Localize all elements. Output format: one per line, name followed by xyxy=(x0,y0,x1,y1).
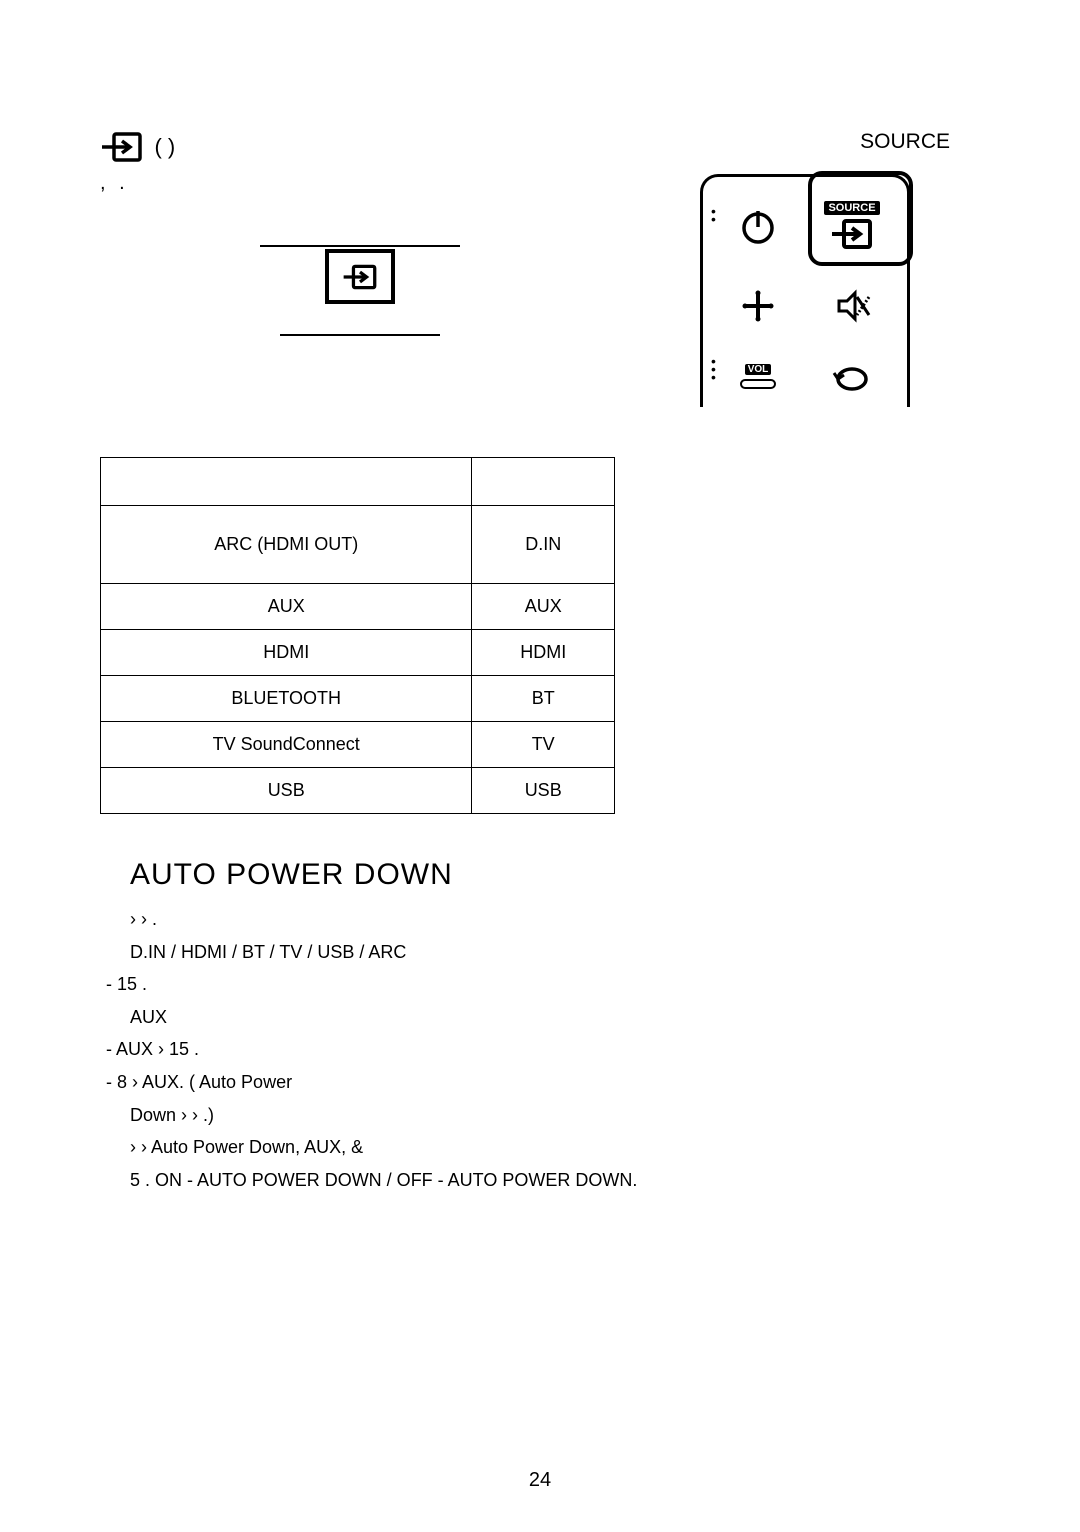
apd-line: - 15 . xyxy=(106,969,980,1000)
apd-line: - 8 › AUX. ( Auto Power xyxy=(106,1067,980,1098)
device-bottom-line xyxy=(280,334,440,336)
source-icon xyxy=(342,263,378,291)
table-cell: USB xyxy=(101,768,472,814)
table-cell: AUX xyxy=(472,584,615,630)
source-badge: SOURCE xyxy=(824,201,879,215)
raised-dots-icon: ••• xyxy=(711,357,716,381)
device-source-button xyxy=(325,249,395,304)
left-text-block: ( ) , . xyxy=(100,130,460,336)
volume-up-button xyxy=(717,271,799,341)
table-cell: D.IN xyxy=(472,506,615,584)
top-row: ( ) , . SOURCE xyxy=(100,130,980,407)
vol-bar-icon xyxy=(740,379,776,389)
raised-dots-icon: •• xyxy=(711,207,716,223)
power-icon xyxy=(737,205,779,247)
apd-line: › › . xyxy=(130,904,980,935)
subtext: , . xyxy=(100,172,460,195)
table-cell: HDMI xyxy=(101,630,472,676)
apd-line: AUX xyxy=(130,1002,980,1033)
remote-body: •• SOURCE xyxy=(700,174,910,407)
table-cell: AUX xyxy=(101,584,472,630)
table-row: ARC (HDMI OUT) D.IN xyxy=(101,506,615,584)
source-icon xyxy=(830,217,874,251)
table-cell: TV SoundConnect xyxy=(101,722,472,768)
table-cell: ARC (HDMI OUT) xyxy=(101,506,472,584)
remote-diagram: •• SOURCE xyxy=(700,174,910,407)
table-cell: HDMI xyxy=(472,630,615,676)
manual-page: ( ) , . SOURCE xyxy=(0,0,1080,1532)
repeat-button xyxy=(811,351,893,401)
power-button: •• xyxy=(717,191,799,261)
apd-line: - AUX › 15 . xyxy=(106,1034,980,1065)
apd-line: › › Auto Power Down, AUX, & xyxy=(130,1132,980,1163)
page-number: 24 xyxy=(0,1469,1080,1492)
source-button: SOURCE xyxy=(811,191,893,261)
device-diagram xyxy=(260,245,460,336)
device-top-line xyxy=(260,245,460,247)
volume-label: ••• VOL xyxy=(717,351,799,401)
vol-badge: VOL xyxy=(745,364,772,375)
source-label: SOURCE xyxy=(660,130,950,154)
source-icon xyxy=(100,130,144,164)
table-row: TV SoundConnect TV xyxy=(101,722,615,768)
mute-button xyxy=(811,271,893,341)
table-header-right xyxy=(472,458,615,506)
table-cell: TV xyxy=(472,722,615,768)
mute-icon xyxy=(831,285,873,327)
paren-text: ( ) xyxy=(154,134,175,160)
table-header-left xyxy=(101,458,472,506)
table-row: HDMI HDMI xyxy=(101,630,615,676)
table-row: USB USB xyxy=(101,768,615,814)
input-mode-table: ARC (HDMI OUT) D.IN AUX AUX HDMI HDMI BL… xyxy=(100,457,615,814)
right-remote-block: SOURCE •• SOURCE xyxy=(660,130,980,407)
plus-icon xyxy=(737,285,779,327)
auto-power-down-body: › › . D.IN / HDMI / BT / TV / USB / ARC … xyxy=(100,904,980,1195)
table-cell: BT xyxy=(472,676,615,722)
table-row: AUX AUX xyxy=(101,584,615,630)
table-cell: BLUETOOTH xyxy=(101,676,472,722)
table-cell: USB xyxy=(472,768,615,814)
apd-line: D.IN / HDMI / BT / TV / USB / ARC xyxy=(130,937,980,968)
apd-line: Down › › .) xyxy=(130,1100,980,1131)
repeat-icon xyxy=(830,359,874,393)
auto-power-down-title: AUTO POWER DOWN xyxy=(130,858,980,892)
table-row: BLUETOOTH BT xyxy=(101,676,615,722)
apd-line: 5 . ON - AUTO POWER DOWN / OFF - AUTO PO… xyxy=(130,1165,980,1196)
